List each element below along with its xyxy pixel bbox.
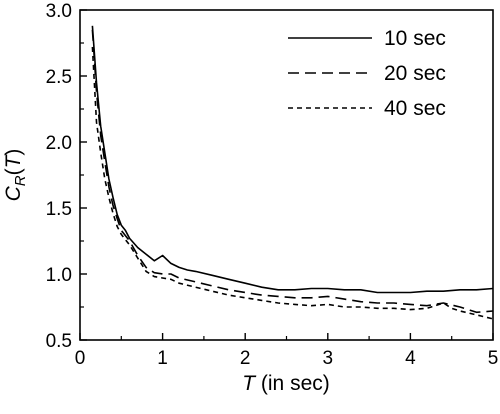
- x-tick-label: 3: [323, 348, 334, 369]
- x-tick-label: 1: [157, 348, 168, 369]
- plot-frame: [79, 9, 494, 341]
- y-tick-label: 0.5: [46, 331, 72, 352]
- legend-label: 40 sec: [384, 97, 446, 120]
- series-line-1: [91, 25, 494, 294]
- y-tick-label: 1.0: [46, 265, 72, 286]
- y-tick-label: 2.0: [46, 133, 72, 154]
- x-tick-label: 2: [240, 348, 251, 369]
- x-tick-label: 0: [75, 348, 86, 369]
- y-tick-label: 3.0: [46, 1, 72, 22]
- legend-label: 20 sec: [384, 62, 446, 85]
- legend: 10 sec 20 sec 40 sec: [288, 27, 446, 120]
- y-axis-label-symbol: C: [2, 185, 25, 201]
- series-lines: [91, 25, 494, 320]
- legend-label: 10 sec: [384, 27, 446, 50]
- x-tick-label: 4: [405, 348, 416, 369]
- x-tick-label: 5: [488, 348, 499, 369]
- legend-item: 40 sec: [288, 97, 446, 120]
- x-axis-label-unit: (in sec): [255, 372, 330, 395]
- legend-item: 20 sec: [288, 62, 446, 85]
- y-axis-label-argument: (T): [2, 149, 25, 176]
- y-axis-label: CR(T): [2, 149, 29, 202]
- axis-ticks: 0 1 2 3 4 5 0.5 1.0 1.5 2.0 2.5 3.0: [46, 1, 499, 369]
- y-tick-label: 2.5: [46, 67, 72, 88]
- x-axis-label: T (in sec): [242, 372, 330, 395]
- y-axis-label-subscript: R: [12, 175, 29, 186]
- series-line-2: [91, 29, 494, 314]
- series-line-3: [91, 46, 494, 320]
- y-tick-label: 1.5: [46, 199, 72, 220]
- x-axis-label-symbol: T: [242, 372, 257, 395]
- legend-item: 10 sec: [288, 27, 446, 50]
